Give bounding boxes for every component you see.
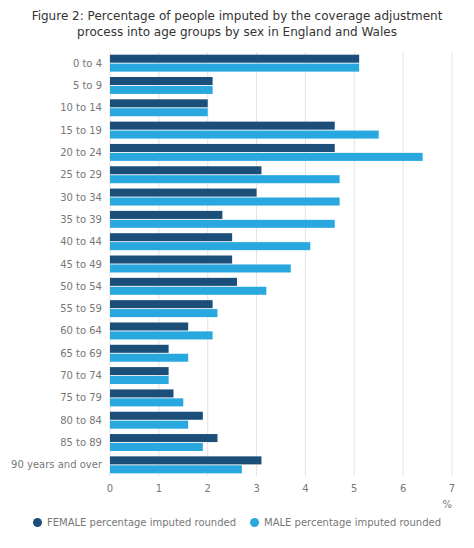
y-tick-label: 0 to 4 xyxy=(73,58,102,69)
x-tick-label: 0 xyxy=(107,483,113,494)
bar xyxy=(110,367,169,375)
y-tick-label: 55 to 59 xyxy=(60,303,102,314)
y-tick-label: 80 to 84 xyxy=(60,415,102,426)
bar xyxy=(110,398,183,406)
bar xyxy=(110,434,217,442)
legend-marker xyxy=(250,518,259,527)
bar xyxy=(110,443,203,451)
bar xyxy=(110,278,237,286)
legend-marker xyxy=(33,518,42,527)
x-tick-label: 6 xyxy=(400,483,406,494)
y-tick-label: 15 to 19 xyxy=(60,125,102,136)
bar xyxy=(110,86,213,94)
y-tick-label: 65 to 69 xyxy=(60,348,102,359)
bar xyxy=(110,233,232,241)
x-tick-label: 1 xyxy=(156,483,162,494)
bar xyxy=(110,376,169,384)
y-tick-label: 75 to 79 xyxy=(60,392,102,403)
y-tick-label: 35 to 39 xyxy=(60,214,102,225)
bar xyxy=(110,300,213,308)
grid-line xyxy=(403,52,404,476)
y-tick-label: 5 to 9 xyxy=(73,80,102,91)
x-tick-label: 4 xyxy=(302,483,308,494)
grid xyxy=(110,52,452,476)
legend-label: FEMALE percentage imputed rounded xyxy=(47,517,236,528)
bar xyxy=(110,175,340,183)
y-tick-label: 85 to 89 xyxy=(60,437,102,448)
bar xyxy=(110,456,261,464)
y-tick-label: 40 to 44 xyxy=(60,236,102,247)
bar xyxy=(110,131,379,139)
bar xyxy=(110,465,242,473)
x-tick-label: 5 xyxy=(351,483,357,494)
y-tick-label: 60 to 64 xyxy=(60,325,102,336)
grid-line xyxy=(354,52,355,476)
bar xyxy=(110,309,217,317)
y-tick-label: 45 to 49 xyxy=(60,259,102,270)
bar xyxy=(110,287,266,295)
y-tick-label: 30 to 34 xyxy=(60,192,102,203)
bar xyxy=(110,197,340,205)
bar xyxy=(110,166,261,174)
bars xyxy=(110,55,423,474)
bar xyxy=(110,331,213,339)
x-tick-label: 7 xyxy=(449,483,455,494)
chart: Figure 2: Percentage of people imputed b… xyxy=(0,0,474,548)
bar xyxy=(110,389,174,397)
x-tick-label: 2 xyxy=(205,483,211,494)
bar xyxy=(110,153,423,161)
bar xyxy=(110,421,188,429)
bar xyxy=(110,220,335,228)
legend: FEMALE percentage imputed rounded MALE pe… xyxy=(33,517,441,528)
bar xyxy=(110,322,188,330)
bar xyxy=(110,345,169,353)
x-tick-label: 3 xyxy=(253,483,259,494)
bar xyxy=(110,108,208,116)
bar xyxy=(110,211,222,219)
grid-line xyxy=(305,52,306,476)
title: Figure 2: Percentage of people imputed b… xyxy=(32,9,443,23)
legend-item: FEMALE percentage imputed rounded xyxy=(33,517,236,528)
legend-label: MALE percentage imputed rounded xyxy=(264,517,441,528)
bar xyxy=(110,412,203,420)
x-axis-label: % xyxy=(442,499,452,510)
bar xyxy=(110,144,335,152)
y-tick-label: 50 to 54 xyxy=(60,281,102,292)
grid-line xyxy=(452,52,453,476)
bar xyxy=(110,354,188,362)
y-tick-label: 90 years and over xyxy=(11,459,103,470)
bar xyxy=(110,256,232,264)
bar xyxy=(110,55,359,63)
bar xyxy=(110,264,291,272)
bar xyxy=(110,189,257,197)
grid-line xyxy=(256,52,257,476)
y-tick-label: 70 to 74 xyxy=(60,370,102,381)
bar xyxy=(110,64,359,72)
bar xyxy=(110,122,335,130)
bar xyxy=(110,99,208,107)
bar xyxy=(110,77,213,85)
bar xyxy=(110,242,310,250)
subtitle: process into age groups by sex in Englan… xyxy=(77,25,397,39)
y-tick-label: 20 to 24 xyxy=(60,147,102,158)
legend-item: MALE percentage imputed rounded xyxy=(250,517,441,528)
y-tick-label: 25 to 29 xyxy=(60,169,102,180)
y-tick-label: 10 to 14 xyxy=(60,102,102,113)
